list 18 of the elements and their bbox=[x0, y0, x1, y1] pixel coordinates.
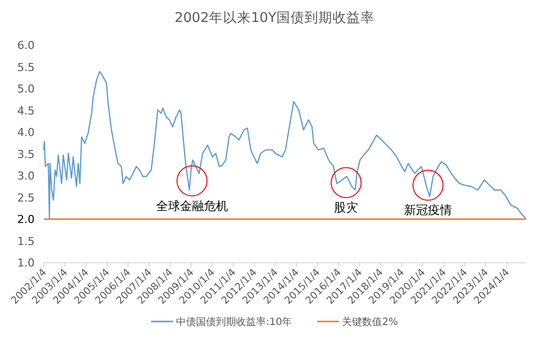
y-tick-label: 3.0 bbox=[17, 170, 35, 183]
legend-label: 中债国债到期收益率:10年 bbox=[176, 316, 292, 328]
annotation: 新冠疫情 bbox=[404, 203, 452, 218]
y-tick-label: 5.0 bbox=[17, 82, 35, 96]
legend-label: 关键数值2% bbox=[342, 316, 398, 328]
y-tick-label: 5.5 bbox=[17, 60, 35, 74]
annotation: 股灾 bbox=[334, 200, 358, 215]
y-tick-label: 4.5 bbox=[17, 104, 35, 118]
y-tick-label: 2.0 bbox=[17, 213, 35, 226]
annotation: 全球金融危机 bbox=[156, 198, 228, 213]
y-tick-label: 2.5 bbox=[17, 191, 35, 204]
y-tick-label: 1.0 bbox=[17, 256, 35, 270]
chart-title: 2002年以来10Y国债到期收益率 bbox=[174, 10, 374, 26]
y-tick-label: 1.5 bbox=[17, 234, 35, 248]
y-tick-label: 6.0 bbox=[17, 39, 35, 52]
y-tick-label: 3.5 bbox=[17, 148, 35, 161]
line-series bbox=[43, 70, 526, 219]
y-tick-label: 4.0 bbox=[17, 126, 35, 140]
